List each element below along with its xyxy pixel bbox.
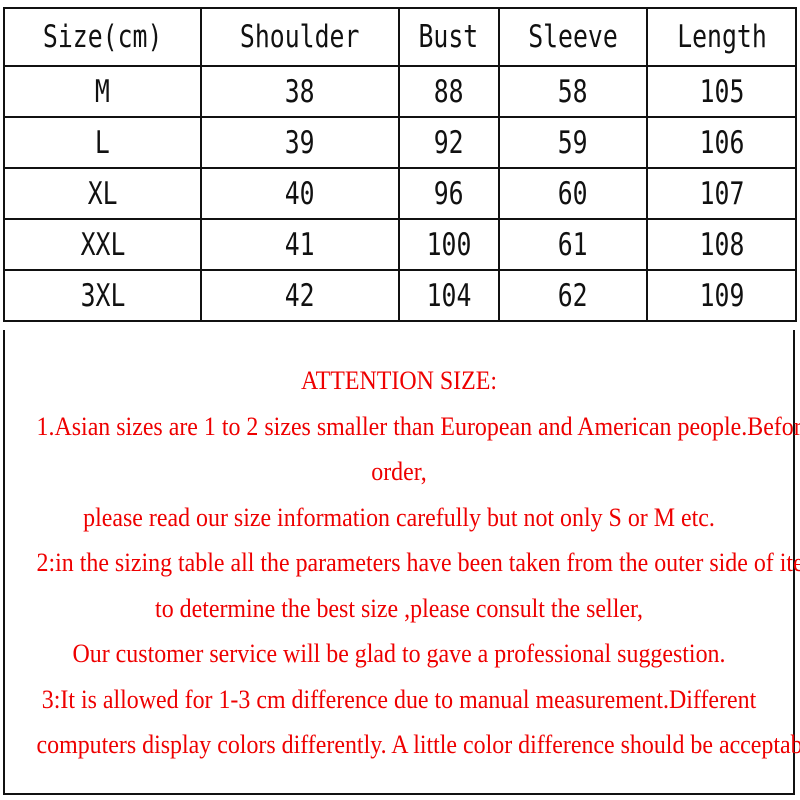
note-line: please read our size information careful… — [83, 502, 715, 532]
table-cell: XXL — [2, 218, 203, 271]
cell-text: 58 — [558, 73, 588, 110]
size-table: Size(cm) Shoulder Bust Sleeve Length M 38 88 58 1… — [2, 7, 797, 322]
cell-text: 3XL — [80, 277, 126, 314]
table-cell: 107 — [646, 167, 797, 220]
cell-text: 100 — [426, 226, 472, 263]
table-cell: 100 — [397, 218, 500, 271]
table-cell: M — [2, 65, 203, 118]
column-header: Sleeve — [497, 7, 649, 67]
table-row: 3XL 42 104 62 109 — [2, 269, 797, 322]
cell-text: 88 — [433, 73, 464, 110]
table-cell: 106 — [646, 116, 797, 169]
table-cell: XL — [2, 167, 203, 220]
table-cell: 42 — [200, 269, 400, 322]
table-cell: 92 — [397, 116, 500, 169]
cell-text: Length — [676, 19, 767, 55]
cell-text: M — [95, 73, 111, 110]
cell-text: XL — [87, 175, 118, 212]
note-line: 3:It is allowed for 1-3 cm difference du… — [41, 684, 757, 714]
cell-text: L — [95, 124, 111, 161]
cell-text: 38 — [285, 73, 315, 110]
column-header: Bust — [397, 7, 500, 67]
table-row: XXL 41 100 61 108 — [2, 218, 797, 271]
note-line: order, — [371, 457, 427, 486]
table-cell: 39 — [200, 116, 400, 169]
table-cell: 109 — [646, 269, 797, 322]
cell-text: 105 — [699, 73, 745, 110]
cell-text: 60 — [558, 175, 588, 212]
column-header: Size(cm) — [2, 7, 203, 67]
cell-text: 62 — [558, 277, 588, 314]
table-cell: 88 — [397, 65, 500, 118]
note-line: to determine the best size ,please consu… — [155, 593, 643, 623]
cell-text: 106 — [699, 124, 745, 161]
table-cell: 38 — [200, 65, 400, 118]
cell-text: Sleeve — [528, 19, 618, 55]
table-cell: 62 — [497, 269, 649, 322]
table-row: XL 40 96 60 107 — [2, 167, 797, 220]
cell-text: 40 — [285, 175, 315, 212]
table-row: L 39 92 59 106 — [2, 116, 797, 169]
cell-text: XXL — [80, 226, 126, 263]
cell-text: 42 — [285, 277, 315, 314]
table-cell: 108 — [646, 218, 797, 271]
note-line: Our customer service will be glad to gav… — [72, 639, 726, 668]
note-line: 1.Asian sizes are 1 to 2 sizes smaller t… — [36, 411, 800, 441]
cell-text: Shoulder — [240, 19, 360, 55]
table-cell: 58 — [497, 65, 649, 118]
table-cell: 41 — [200, 218, 400, 271]
table-cell: 96 — [397, 167, 500, 220]
table-cell: 105 — [646, 65, 797, 118]
cell-text: 107 — [699, 175, 745, 212]
notes-title: ATTENTION SIZE: — [301, 366, 497, 395]
cell-text: 92 — [433, 124, 464, 161]
table-cell: 3XL — [2, 269, 203, 322]
table-row: M 38 88 58 105 — [2, 65, 797, 118]
table-cell: 61 — [497, 218, 649, 271]
cell-text: Bust — [418, 19, 479, 55]
cell-text: 39 — [285, 124, 315, 161]
table-cell: L — [2, 116, 203, 169]
table-header-row: Size(cm) Shoulder Bust Sleeve Length — [2, 7, 797, 67]
attention-notes: ATTENTION SIZE: 1.Asian sizes are 1 to 2 … — [3, 330, 800, 795]
cell-text: 96 — [433, 175, 464, 212]
note-line: 2:in the sizing table all the parameters… — [36, 548, 800, 577]
cell-text: 108 — [699, 226, 745, 263]
cell-text: 59 — [558, 124, 588, 161]
cell-text: 109 — [699, 277, 745, 314]
table-cell: 59 — [497, 116, 649, 169]
column-header: Shoulder — [200, 7, 400, 67]
table-cell: 60 — [497, 167, 649, 220]
table-cell: 104 — [397, 269, 500, 322]
column-header: Length — [646, 7, 797, 67]
cell-text: 104 — [426, 277, 472, 314]
note-line: computers display colors differently. A … — [36, 730, 800, 759]
cell-text: 41 — [285, 226, 315, 263]
cell-text: Size(cm) — [42, 19, 163, 55]
cell-text: 61 — [558, 226, 588, 263]
table-cell: 40 — [200, 167, 400, 220]
